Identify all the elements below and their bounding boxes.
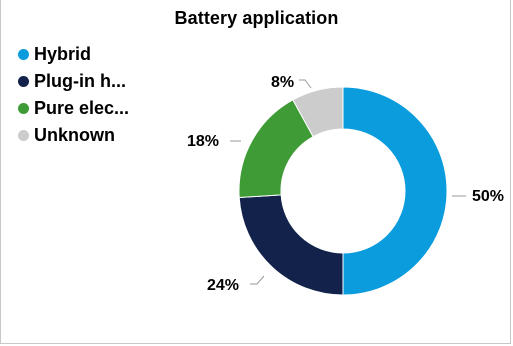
data-label-plug-in-hybrid: 24%	[207, 277, 239, 294]
chart-title: Battery application	[174, 8, 339, 28]
legend-marker-pure-electric	[18, 103, 29, 114]
legend-marker-plug-in-hybrid	[18, 76, 29, 87]
legend-item-hybrid[interactable]: Hybrid	[18, 41, 129, 68]
slice-hybrid[interactable]	[342, 86, 448, 296]
slice-unknown[interactable]	[292, 86, 344, 138]
data-label-hybrid: 50%	[472, 188, 504, 205]
data-label-unknown: 8%	[271, 74, 294, 91]
slice-plug-in-hybrid[interactable]	[238, 194, 344, 296]
data-label-pure-electric: 18%	[187, 133, 219, 150]
legend-label-plug-in-hybrid: Plug-in h...	[34, 71, 126, 91]
legend-label-hybrid: Hybrid	[34, 44, 92, 64]
legend-item-unknown[interactable]: Unknown	[18, 122, 129, 149]
leader-line-unknown	[299, 79, 312, 89]
legend-label-pure-electric: Pure elec...	[34, 98, 130, 118]
legend-item-pure-electric[interactable]: Pure elec...	[18, 95, 129, 122]
legend-item-plug-in-hybrid[interactable]: Plug-in h...	[18, 68, 129, 95]
leader-line-plug-in-hybrid	[250, 275, 265, 285]
legend-label-unknown: Unknown	[34, 125, 115, 145]
legend: Hybrid Plug-in h... Pure elec... Unknown	[18, 41, 129, 149]
legend-marker-unknown	[18, 130, 29, 141]
legend-marker-hybrid	[18, 49, 29, 60]
